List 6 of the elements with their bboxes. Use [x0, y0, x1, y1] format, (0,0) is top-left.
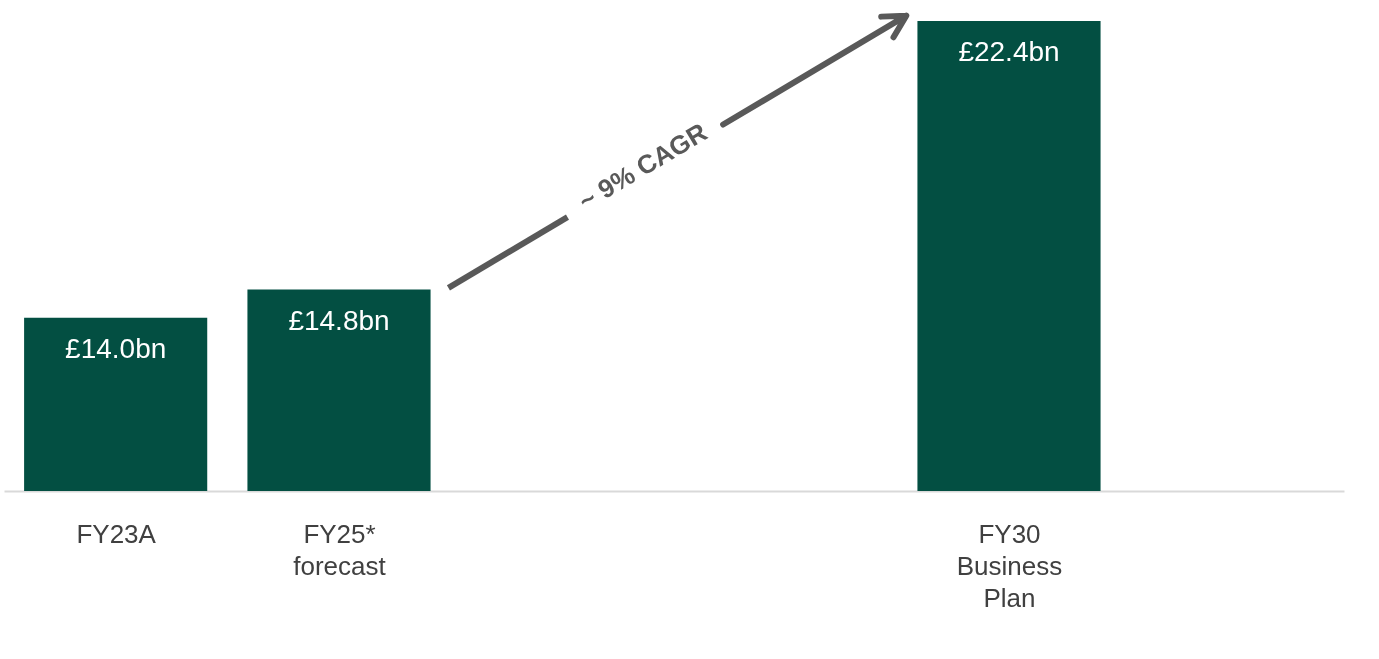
data-label: £14.0bn [65, 332, 167, 364]
data-label: £14.8bn [288, 304, 390, 336]
x-tick-label: FY30 Business Plan [956, 518, 1063, 613]
x-tick-label: FY23A [76, 518, 157, 549]
x-tick-label: FY25* forecast [293, 518, 387, 581]
data-label: £22.4bn [958, 36, 1060, 67]
